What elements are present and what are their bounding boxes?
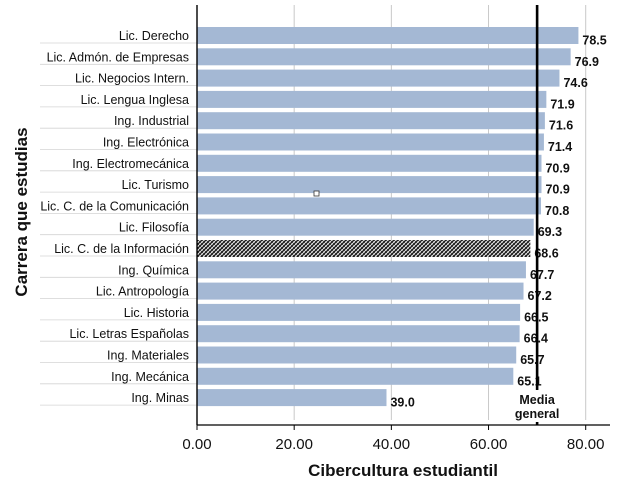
category-label: Ing. Química [118,263,189,277]
bar [197,27,579,44]
category-label: Lic. Lengua Inglesa [81,93,189,107]
bar [197,218,534,236]
value-label: 69.3 [538,225,562,239]
value-label: 65.7 [520,353,544,367]
value-label: 70.9 [545,161,569,175]
bar [197,69,560,87]
mean-label-line1: Media [519,393,555,407]
bar-highlighted [197,240,531,257]
bar [197,367,514,385]
category-label: Ing. Industrial [114,114,189,128]
bars [197,27,579,407]
bar [197,154,542,172]
category-label: Ing. Materiales [107,349,189,363]
value-label: 67.2 [528,289,552,303]
mean-label-line2: general [515,407,559,421]
value-label: 66.4 [524,332,548,346]
value-label: 70.8 [545,204,569,218]
value-label: 74.6 [563,76,587,90]
category-label: Lic. Antropología [96,285,189,299]
value-label: 70.9 [545,183,569,197]
y-axis-title: Carrera que estudias [12,127,31,296]
x-tick-label: 40.00 [373,436,411,453]
value-label: 71.4 [548,140,572,154]
category-label: Lic. Negocios Intern. [75,72,189,86]
x-tick-label: 0.00 [182,436,211,453]
category-label: Lic. C. de la Información [54,242,189,256]
value-label: 68.6 [534,247,558,261]
category-label: Ing. Electrónica [103,136,189,150]
bar [197,133,544,151]
category-label: Lic. Letras Españolas [69,327,189,341]
value-labels: 78.5 76.9 74.6 71.9 71.6 71.4 70.9 70.9 70.8 69.3… [390,34,606,410]
x-tick-label: 80.00 [567,436,605,453]
marker-square [313,190,320,197]
category-label: Lic. Historia [124,306,189,320]
x-tick-label: 60.00 [470,436,508,453]
bar [197,389,387,407]
x-axis-title: Cibercultura estudiantil [308,461,498,480]
category-label: Lic. C. de la Comunicación [40,199,189,213]
value-label: 78.5 [582,34,606,48]
bar [197,325,520,343]
category-label: Ing. Mecánica [111,370,189,384]
value-label: 67.7 [530,268,554,282]
bar [197,261,526,279]
category-label: Lic. Turismo [122,178,189,192]
category-label: Lic. Filosofía [119,221,189,235]
category-labels: Lic. Derecho Lic. Admón. de Empresas Lic. … [40,29,197,406]
category-label: Lic. Derecho [119,29,189,43]
axes [196,5,610,426]
bar [197,303,521,321]
value-label: 65.1 [517,374,541,388]
value-label: 39.0 [390,396,414,410]
bar [197,176,542,194]
x-tick-label: 20.00 [275,436,313,453]
value-label: 71.9 [550,97,574,111]
category-label: Ing. Electromecánica [72,157,189,171]
x-tick-labels: 0.00 20.00 40.00 60.00 80.00 [182,425,604,453]
category-label: Lic. Admón. de Empresas [47,50,189,64]
value-label: 71.6 [549,119,573,133]
bar [197,48,571,66]
bar [197,346,517,364]
value-label: 76.9 [575,55,599,69]
bar [197,197,542,215]
bar [197,90,547,108]
category-label: Ing. Minas [131,391,189,405]
bar [197,112,545,130]
bar [197,282,524,300]
